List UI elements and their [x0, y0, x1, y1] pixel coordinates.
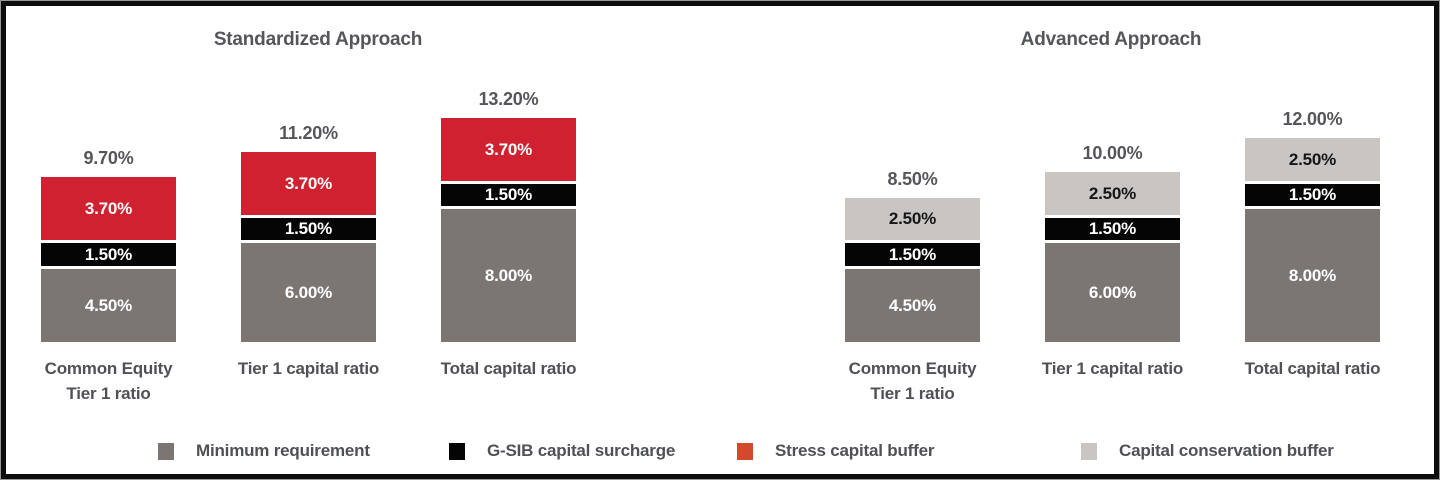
segment-value-label: 8.00% — [1288, 266, 1337, 285]
bar-segment-minimum-requirement: 6.00% — [241, 240, 376, 342]
bar-column: 13.20% 3.70% 1.50% 8.00% — [441, 89, 576, 342]
bar-segment-minimum-requirement: 8.00% — [1245, 206, 1380, 342]
bar-segment-minimum-requirement: 4.50% — [41, 265, 176, 342]
segment-value-label: 1.50% — [888, 244, 937, 264]
chart-title-standardized-approach: Standardized Approach — [213, 29, 423, 50]
stacked-bar: 3.70% 1.50% 6.00% — [241, 151, 376, 342]
stacked-bar: 2.50% 1.50% 8.00% — [1245, 138, 1380, 342]
segment-value-label: 6.00% — [284, 283, 333, 302]
category-label: Tier 1 capital ratio — [237, 359, 380, 378]
total-label: 8.50% — [887, 168, 938, 189]
category-label: Total capital ratio — [440, 359, 577, 378]
segment-value-label: 2.50% — [888, 209, 937, 229]
segment-value-label: 4.50% — [84, 295, 133, 315]
total-label: 12.00% — [1282, 109, 1343, 129]
segment-value-label: 8.00% — [484, 266, 533, 285]
legend-label: Stress capital buffer — [775, 441, 935, 460]
legend-swatch-minimum-requirement — [158, 442, 174, 460]
category-label: Common Equity Tier 1 ratio — [848, 359, 977, 403]
legend-swatch-stress-capital-buffer — [737, 442, 753, 460]
legend-item: G-SIB capital surcharge — [449, 441, 675, 461]
bar-segment-minimum-requirement: 8.00% — [441, 206, 576, 342]
bar-column: 9.70% 3.70% 1.50% 4.50% — [41, 148, 176, 342]
total-label: 9.70% — [83, 148, 134, 169]
segment-value-label: 1.50% — [1088, 219, 1137, 239]
legend-item: Stress capital buffer — [737, 441, 934, 461]
category-label: Common Equity Tier 1 ratio — [44, 359, 173, 403]
bar-column: 10.00% 2.50% 1.50% 6.00% — [1045, 143, 1180, 342]
bar-segment-g-sib-capital-surcharge: 1.50% — [1045, 214, 1180, 240]
bar-segment-stress-capital-buffer: 3.70% — [41, 177, 176, 240]
segment-value-label: 1.50% — [284, 219, 333, 239]
bar-segment-g-sib-capital-surcharge: 1.50% — [1245, 180, 1380, 206]
bar-segment-stress-capital-buffer: 3.70% — [241, 151, 376, 215]
total-label: 10.00% — [1082, 143, 1143, 163]
bar-segment-capital-conservation-buffer: 2.50% — [1045, 172, 1180, 215]
total-label: 13.20% — [478, 88, 539, 109]
bar-segment-g-sib-capital-surcharge: 1.50% — [241, 214, 376, 240]
stacked-bar: 3.70% 1.50% 4.50% — [41, 177, 176, 342]
bar-segment-capital-conservation-buffer: 2.50% — [845, 197, 980, 240]
segment-value-label: 1.50% — [84, 244, 133, 264]
legend-item: Capital conservation buffer — [1081, 441, 1334, 461]
legend-item: Minimum requirement — [158, 441, 370, 461]
segment-value-label: 2.50% — [1288, 149, 1337, 169]
segment-value-label: 1.50% — [484, 185, 533, 205]
category-label: Total capital ratio — [1244, 359, 1381, 378]
segment-value-label: 2.50% — [1088, 183, 1137, 203]
stacked-bar: 3.70% 1.50% 8.00% — [441, 117, 576, 342]
segment-value-label: 3.70% — [84, 199, 133, 219]
bar-segment-g-sib-capital-surcharge: 1.50% — [41, 240, 176, 266]
legend-label: G-SIB capital surcharge — [487, 441, 676, 460]
category-label: Tier 1 capital ratio — [1041, 359, 1184, 378]
segment-value-label: 3.70% — [484, 139, 533, 159]
legend-label: Minimum requirement — [196, 441, 370, 460]
legend-swatch-capital-conservation-buffer — [1081, 442, 1097, 460]
stacked-bar: 2.50% 1.50% 4.50% — [845, 197, 980, 342]
chart-title-advanced-approach: Advanced Approach — [1020, 29, 1202, 50]
bar-segment-g-sib-capital-surcharge: 1.50% — [441, 180, 576, 206]
stacked-bar: 2.50% 1.50% 6.00% — [1045, 172, 1180, 342]
segment-value-label: 4.50% — [888, 295, 937, 315]
total-label: 11.20% — [279, 122, 338, 143]
legend-label: Capital conservation buffer — [1119, 441, 1334, 460]
bar-segment-minimum-requirement: 6.00% — [1045, 240, 1180, 342]
segment-value-label: 1.50% — [1288, 185, 1337, 205]
bar-segment-capital-conservation-buffer: 2.50% — [1245, 138, 1380, 181]
legend-swatch-g-sib-capital-surcharge — [449, 442, 465, 460]
segment-value-label: 6.00% — [1088, 283, 1137, 302]
bar-column: 8.50% 2.50% 1.50% 4.50% — [845, 168, 980, 342]
bar-segment-minimum-requirement: 4.50% — [845, 265, 980, 342]
bar-segment-g-sib-capital-surcharge: 1.50% — [845, 240, 980, 266]
bar-column: 12.00% 2.50% 1.50% 8.00% — [1245, 109, 1380, 342]
bar-column: 11.20% 3.70% 1.50% 6.00% — [241, 123, 376, 342]
segment-value-label: 3.70% — [284, 173, 333, 193]
bar-segment-stress-capital-buffer: 3.70% — [441, 117, 576, 181]
